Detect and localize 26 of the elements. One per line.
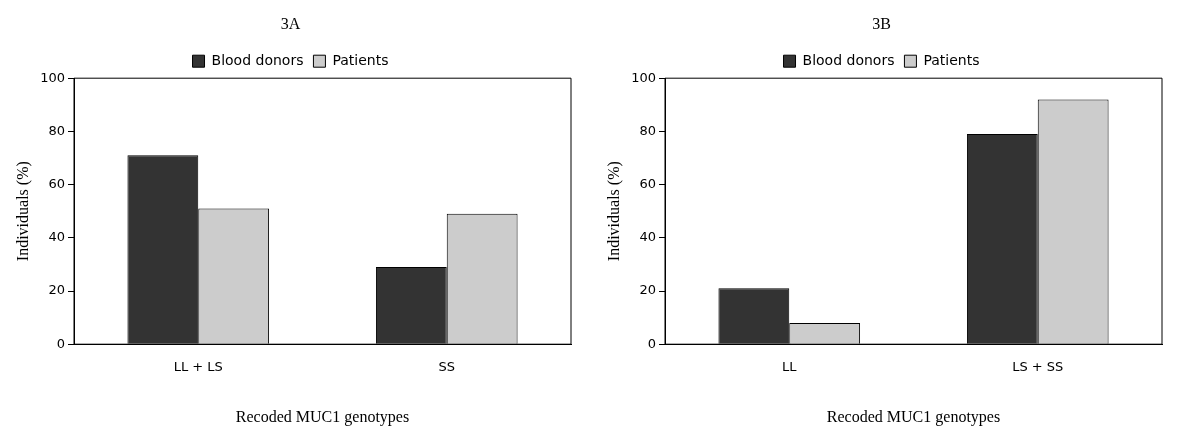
chart-title: 3B — [872, 14, 891, 32]
legend-label: Patients — [923, 51, 980, 68]
y-axis-title: Individuals (%) — [13, 161, 32, 262]
y-tick-label: 60 — [639, 175, 657, 191]
chart-title: 3A — [280, 14, 301, 32]
x-axis-title: Recoded MUC1 genotypes — [235, 407, 410, 426]
y-tick-label: 80 — [639, 122, 657, 138]
x-tick-label: SS — [438, 359, 456, 375]
y-tick-label: 80 — [48, 122, 66, 138]
legend-label: Patients — [332, 51, 389, 68]
y-tick-label: 100 — [40, 69, 66, 85]
x-tick-label: LL — [782, 359, 798, 375]
legend-label: Blood donors — [211, 51, 304, 68]
y-tick-label: 60 — [48, 175, 66, 191]
y-axis-title: Individuals (%) — [604, 161, 623, 262]
x-tick-label: LL + LS — [173, 359, 223, 375]
y-tick-label: 100 — [631, 69, 657, 85]
y-tick-label: 40 — [639, 229, 657, 245]
y-tick-label: 40 — [48, 229, 66, 245]
x-axis-title: Recoded MUC1 genotypes — [826, 407, 1001, 426]
y-tick-label: 20 — [48, 282, 66, 298]
y-tick-label: 0 — [647, 335, 657, 351]
x-tick-label: LS + SS — [1012, 359, 1064, 375]
legend-label: Blood donors — [802, 51, 895, 68]
y-tick-label: 20 — [639, 282, 657, 298]
y-tick-label: 0 — [56, 335, 66, 351]
